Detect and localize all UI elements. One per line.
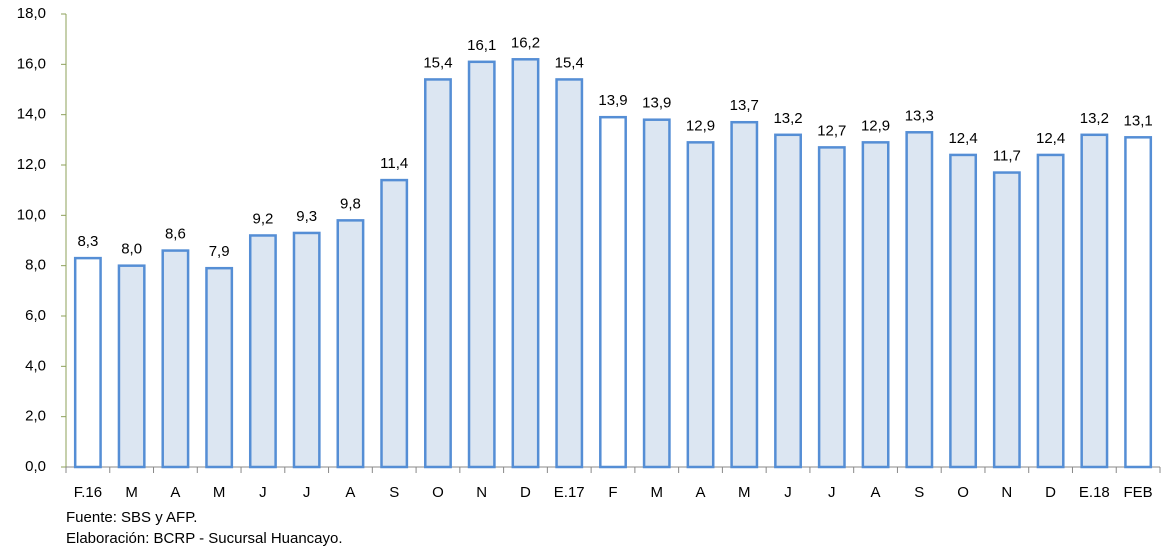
bar bbox=[511, 58, 540, 469]
bar bbox=[117, 264, 146, 469]
value-label: 13,9 bbox=[598, 92, 627, 109]
x-tick-label: O bbox=[432, 484, 444, 501]
y-tick-label: 10,0 bbox=[17, 206, 46, 223]
bar bbox=[730, 120, 759, 469]
value-label: 12,9 bbox=[686, 117, 715, 134]
bar bbox=[336, 219, 365, 469]
value-label: 12,4 bbox=[948, 130, 977, 147]
x-tick-label: S bbox=[914, 484, 924, 501]
value-label: 8,6 bbox=[165, 226, 186, 243]
value-label: 15,4 bbox=[423, 54, 452, 71]
y-tick-label: 4,0 bbox=[25, 357, 46, 374]
bar bbox=[949, 153, 978, 469]
x-tick-label: N bbox=[476, 484, 487, 501]
x-tick-label: J bbox=[259, 484, 267, 501]
x-tick-label: J bbox=[784, 484, 792, 501]
x-tick-label: A bbox=[170, 484, 180, 501]
x-tick-label: F.16 bbox=[74, 484, 102, 501]
bar bbox=[205, 266, 234, 469]
value-label: 16,1 bbox=[467, 37, 496, 54]
bar bbox=[905, 131, 934, 469]
x-tick-label: J bbox=[828, 484, 836, 501]
y-tick-label: 2,0 bbox=[25, 408, 46, 425]
bar bbox=[467, 60, 496, 469]
note: Fuente: SBS y AFP. bbox=[66, 509, 197, 526]
bar bbox=[292, 231, 321, 469]
value-label: 8,0 bbox=[121, 241, 142, 258]
value-label: 8,3 bbox=[77, 233, 98, 250]
bar bbox=[817, 146, 846, 469]
value-label: 9,2 bbox=[252, 210, 273, 227]
bar bbox=[774, 133, 802, 469]
bar bbox=[686, 141, 715, 469]
value-label: 13,2 bbox=[773, 110, 802, 127]
x-tick-label: O bbox=[957, 484, 969, 501]
value-label: 13,1 bbox=[1124, 112, 1153, 129]
x-tick-label: FEB bbox=[1124, 484, 1153, 501]
value-label: 12,4 bbox=[1036, 130, 1065, 147]
bar bbox=[1036, 153, 1065, 469]
x-tick-label: F bbox=[608, 484, 617, 501]
value-label: 13,3 bbox=[905, 107, 934, 124]
value-label: 15,4 bbox=[555, 54, 584, 71]
x-tick-label: A bbox=[345, 484, 355, 501]
x-tick-label: D bbox=[520, 484, 531, 501]
value-label: 13,7 bbox=[730, 97, 759, 114]
y-tick-label: 8,0 bbox=[25, 257, 46, 274]
x-tick-label: E.17 bbox=[554, 484, 585, 501]
x-tick-label: J bbox=[303, 484, 311, 501]
x-tick-label: M bbox=[125, 484, 138, 501]
value-label: 16,2 bbox=[511, 34, 540, 51]
bar bbox=[248, 234, 277, 469]
bar bbox=[73, 256, 102, 469]
bar bbox=[1124, 136, 1153, 469]
x-tick-label: A bbox=[871, 484, 881, 501]
value-label: 11,7 bbox=[993, 148, 1021, 165]
bar bbox=[642, 118, 671, 469]
bar bbox=[555, 78, 584, 469]
bar bbox=[380, 178, 409, 469]
note: Elaboración: BCRP - Sucursal Huancayo. bbox=[66, 530, 343, 547]
bar bbox=[992, 171, 1021, 469]
y-tick-label: 6,0 bbox=[25, 307, 46, 324]
y-tick-label: 12,0 bbox=[17, 156, 46, 173]
y-tick-label: 0,0 bbox=[25, 458, 46, 475]
bar bbox=[1080, 133, 1109, 469]
x-tick-label: M bbox=[738, 484, 751, 501]
value-label: 12,9 bbox=[861, 117, 890, 134]
x-tick-label: M bbox=[213, 484, 226, 501]
bar bbox=[424, 78, 452, 469]
value-label: 9,3 bbox=[296, 208, 317, 225]
bar bbox=[599, 115, 627, 469]
value-label: 13,9 bbox=[642, 95, 671, 112]
x-tick-label: A bbox=[696, 484, 706, 501]
bar bbox=[861, 141, 890, 469]
bar bbox=[161, 249, 190, 469]
x-tick-label: N bbox=[1001, 484, 1012, 501]
x-tick-label: M bbox=[651, 484, 664, 501]
value-label: 13,2 bbox=[1080, 110, 1109, 127]
y-tick-label: 16,0 bbox=[17, 55, 46, 72]
value-label: 12,7 bbox=[817, 122, 846, 139]
x-tick-label: D bbox=[1045, 484, 1056, 501]
value-label: 9,8 bbox=[340, 195, 361, 212]
y-tick-label: 14,0 bbox=[17, 106, 46, 123]
value-label: 7,9 bbox=[209, 243, 230, 260]
y-tick-label: 18,0 bbox=[17, 5, 46, 22]
x-tick-label: S bbox=[389, 484, 399, 501]
value-label: 11,4 bbox=[380, 155, 408, 172]
x-tick-label: E.18 bbox=[1079, 484, 1110, 501]
